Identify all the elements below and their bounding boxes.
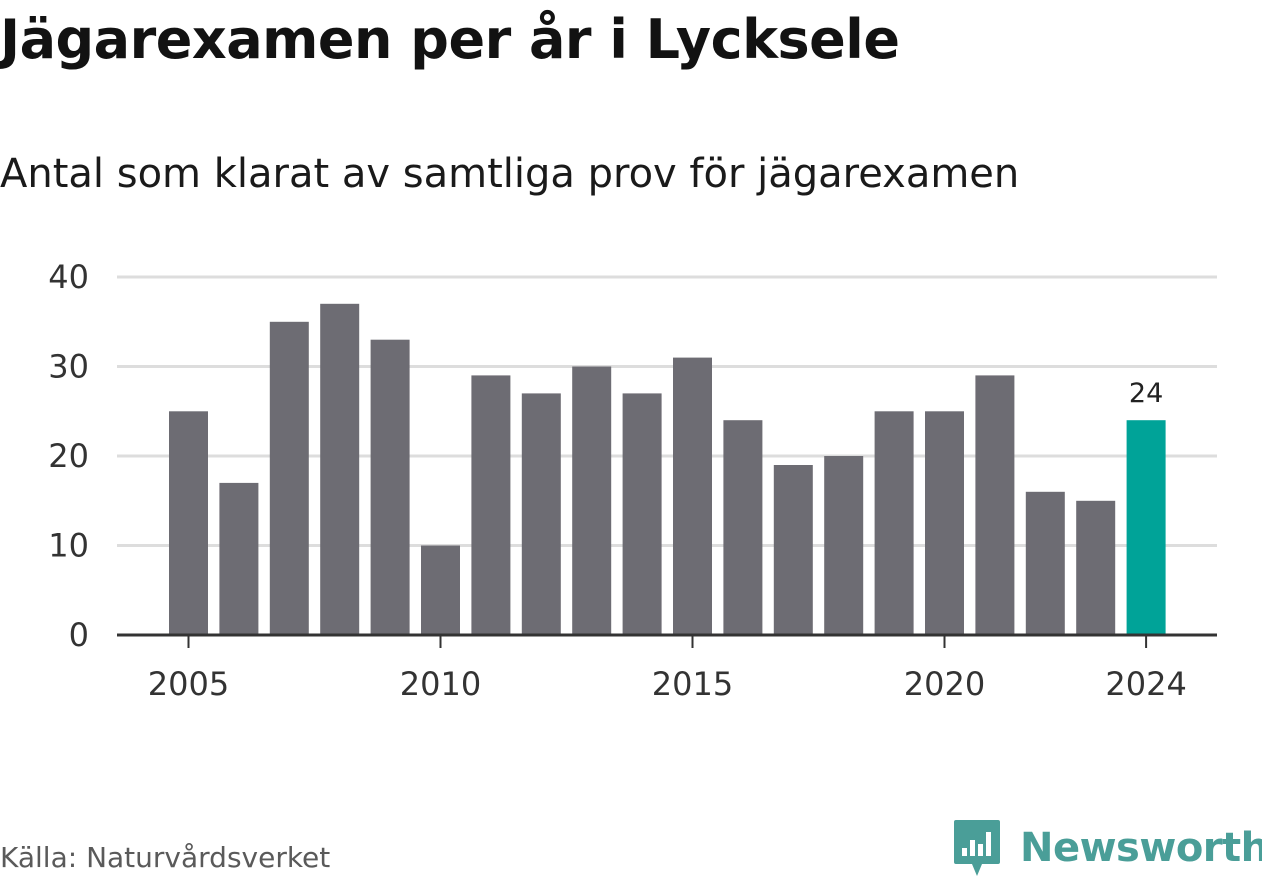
x-tick-label-2024: 2024 [1105, 665, 1186, 703]
y-axis-ticks: 0 10 20 30 40 [48, 258, 89, 654]
bar-2018 [824, 456, 864, 635]
source-note: Källa: Naturvårdsverket [0, 841, 331, 874]
bar-2022 [1025, 491, 1065, 635]
bar-2009 [370, 339, 410, 635]
bar-2013 [572, 366, 612, 635]
y-tick-label-20: 20 [48, 437, 89, 475]
newsworthy-logo-icon [954, 820, 1000, 876]
bar-2021 [975, 375, 1015, 635]
bar-2007 [269, 321, 309, 636]
bars [169, 303, 1166, 636]
bar-chart: 0 10 20 30 40 2005 2010 2015 2020 2024 24 [48, 258, 1217, 703]
bar-2015 [673, 357, 712, 635]
bar-2010 [421, 545, 460, 635]
bar-2014 [622, 393, 662, 635]
brand-name: Newsworthy [1020, 825, 1262, 871]
y-tick-label-0: 0 [69, 616, 89, 654]
bar-2020 [925, 411, 964, 636]
x-tick-label-2015: 2015 [652, 665, 733, 703]
bar-2019 [874, 411, 914, 636]
bar-2011 [471, 375, 511, 635]
x-tick-label-2020: 2020 [904, 665, 985, 703]
y-tick-label-10: 10 [48, 527, 89, 565]
y-tick-label-30: 30 [48, 348, 89, 386]
bar-2012 [521, 393, 561, 635]
chart-title: Jägarexamen per år i Lycksele [0, 8, 900, 71]
data-labels: 24 [1129, 378, 1163, 409]
x-tick-label-2005: 2005 [148, 665, 229, 703]
bar-2006 [219, 482, 259, 635]
x-axis-ticks: 2005 2010 2015 2020 2024 [148, 635, 1187, 703]
x-tick-label-2010: 2010 [400, 665, 481, 703]
brand-logo: Newsworthy [952, 818, 1262, 878]
y-tick-label-40: 40 [48, 258, 89, 296]
bar-2024 [1126, 420, 1166, 635]
bar-2016 [723, 420, 763, 635]
bar-2005 [169, 411, 208, 636]
bar-2008 [320, 303, 360, 635]
bar-2017 [773, 465, 813, 635]
chart-subtitle: Antal som klarat av samtliga prov för jä… [0, 151, 1020, 197]
data-label-2024: 24 [1129, 378, 1163, 409]
bar-2023 [1076, 500, 1116, 636]
